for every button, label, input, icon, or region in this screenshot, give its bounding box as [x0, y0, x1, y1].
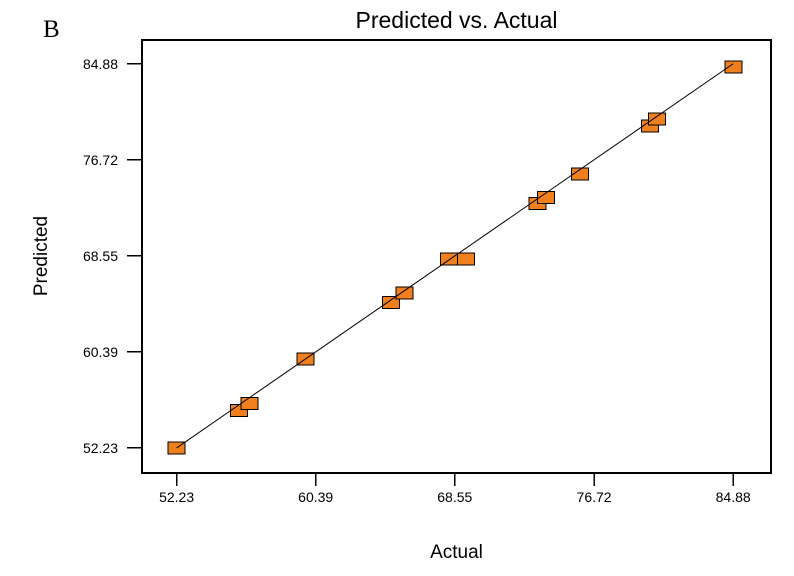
x-tick-label: 68.55 [437, 489, 472, 505]
data-point [381, 295, 400, 309]
y-tick-label: 60.39 [83, 344, 118, 360]
data-point [571, 167, 590, 181]
x-tick-label: 76.72 [577, 489, 612, 505]
x-tick-label: 52.23 [159, 489, 194, 505]
y-tick-label: 84.88 [83, 56, 118, 72]
data-point [456, 252, 475, 266]
data-point [395, 286, 414, 300]
data-point [536, 191, 555, 205]
y-tick-label: 76.72 [83, 152, 118, 168]
y-axis-label: Predicted [31, 215, 52, 297]
x-tick-label: 60.39 [298, 489, 333, 505]
data-point [647, 112, 666, 126]
data-point [240, 397, 259, 411]
plot-border [141, 39, 772, 474]
data-point [439, 252, 458, 266]
figure-label: B [43, 16, 60, 43]
identity-line [176, 63, 734, 449]
data-point [724, 60, 743, 74]
y-tick-label: 68.55 [83, 248, 118, 264]
y-tick-label: 52.23 [83, 440, 118, 456]
x-tick-label: 84.88 [716, 489, 751, 505]
chart-title: Predicted vs. Actual [355, 7, 558, 33]
x-axis-label: Actual [430, 542, 483, 563]
